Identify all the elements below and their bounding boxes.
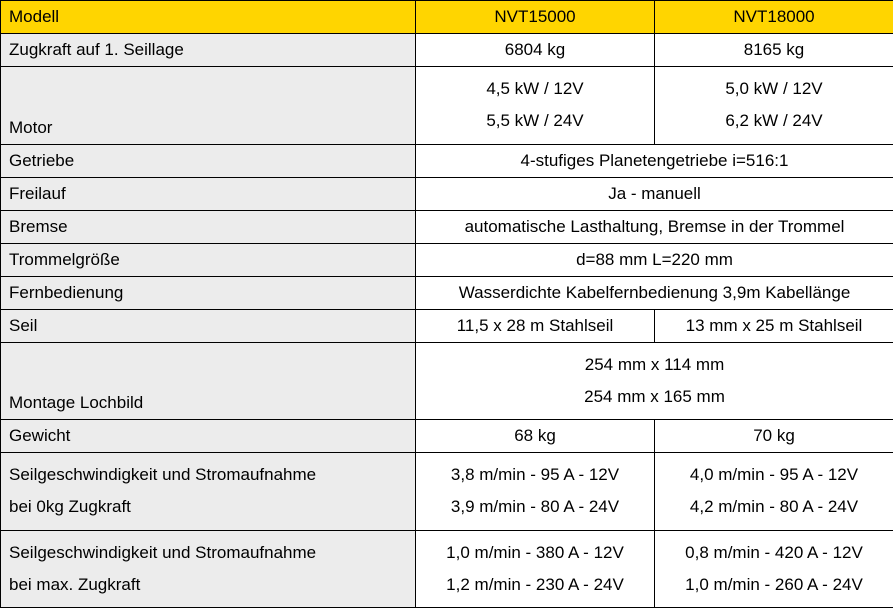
- row-label-getriebe: Getriebe: [1, 144, 416, 177]
- cell-value: 8165 kg: [655, 34, 893, 67]
- cell-line: 3,9 m/min - 80 A - 24V: [451, 497, 619, 516]
- cell-value-merged: d=88 mm L=220 mm: [416, 243, 893, 276]
- row-label-trommel: Trommelgröße: [1, 243, 416, 276]
- table-row: Seilgeschwindigkeit und Stromaufnahme be…: [1, 453, 893, 531]
- table-row: Seilgeschwindigkeit und Stromaufnahme be…: [1, 530, 893, 608]
- cell-line: 254 mm x 114 mm: [585, 355, 725, 374]
- cell-line: 1,0 m/min - 380 A - 12V: [446, 543, 624, 562]
- spec-table: Modell NVT15000 NVT18000 Zugkraft auf 1.…: [0, 0, 893, 608]
- cell-value: 6804 kg: [416, 34, 655, 67]
- row-label-speed-max: Seilgeschwindigkeit und Stromaufnahme be…: [1, 530, 416, 608]
- cell-value: 0,8 m/min - 420 A - 12V 1,0 m/min - 260 …: [655, 530, 893, 608]
- row-label-bremse: Bremse: [1, 210, 416, 243]
- cell-line: 4,2 m/min - 80 A - 24V: [690, 497, 858, 516]
- cell-value: 68 kg: [416, 420, 655, 453]
- table-row: Fernbedienung Wasserdichte Kabelfernbedi…: [1, 276, 893, 309]
- row-label-zugkraft: Zugkraft auf 1. Seillage: [1, 34, 416, 67]
- row-label-gewicht: Gewicht: [1, 420, 416, 453]
- cell-value: 13 mm x 25 m Stahlseil: [655, 309, 893, 342]
- cell-value: 3,8 m/min - 95 A - 12V 3,9 m/min - 80 A …: [416, 453, 655, 531]
- cell-line: 0,8 m/min - 420 A - 12V: [685, 543, 863, 562]
- cell-line: 254 mm x 165 mm: [584, 387, 725, 406]
- row-label-freilauf: Freilauf: [1, 177, 416, 210]
- cell-value-merged: Wasserdichte Kabelfernbedienung 3,9m Kab…: [416, 276, 893, 309]
- row-label-montage: Montage Lochbild: [1, 342, 416, 420]
- label-line: Seilgeschwindigkeit und Stromaufnahme: [9, 543, 316, 562]
- header-label: Modell: [1, 1, 416, 34]
- table-row: Trommelgröße d=88 mm L=220 mm: [1, 243, 893, 276]
- cell-line: 6,2 kW / 24V: [725, 111, 822, 130]
- table-row: Gewicht 68 kg 70 kg: [1, 420, 893, 453]
- table-row: Getriebe 4-stufiges Planetengetriebe i=5…: [1, 144, 893, 177]
- cell-line: 4,0 m/min - 95 A - 12V: [690, 465, 858, 484]
- table-row: Seil 11,5 x 28 m Stahlseil 13 mm x 25 m …: [1, 309, 893, 342]
- cell-value: 11,5 x 28 m Stahlseil: [416, 309, 655, 342]
- row-label-speed-0kg: Seilgeschwindigkeit und Stromaufnahme be…: [1, 453, 416, 531]
- table-row: Motor 4,5 kW / 12V 5,5 kW / 24V 5,0 kW /…: [1, 67, 893, 145]
- label-line: bei max. Zugkraft: [9, 575, 140, 594]
- cell-value: 1,0 m/min - 380 A - 12V 1,2 m/min - 230 …: [416, 530, 655, 608]
- cell-line: 5,0 kW / 12V: [725, 79, 822, 98]
- cell-line: 4,5 kW / 12V: [486, 79, 583, 98]
- cell-line: 3,8 m/min - 95 A - 12V: [451, 465, 619, 484]
- cell-value-merged: automatische Lasthaltung, Bremse in der …: [416, 210, 893, 243]
- table-row: Zugkraft auf 1. Seillage 6804 kg 8165 kg: [1, 34, 893, 67]
- cell-value: 4,0 m/min - 95 A - 12V 4,2 m/min - 80 A …: [655, 453, 893, 531]
- header-col1: NVT15000: [416, 1, 655, 34]
- label-line: bei 0kg Zugkraft: [9, 497, 131, 516]
- table-row: Freilauf Ja - manuell: [1, 177, 893, 210]
- cell-line: 1,2 m/min - 230 A - 24V: [446, 575, 624, 594]
- cell-value-merged: Ja - manuell: [416, 177, 893, 210]
- table-row: Bremse automatische Lasthaltung, Bremse …: [1, 210, 893, 243]
- label-line: Seilgeschwindigkeit und Stromaufnahme: [9, 465, 316, 484]
- table-row: Montage Lochbild 254 mm x 114 mm 254 mm …: [1, 342, 893, 420]
- row-label-motor: Motor: [1, 67, 416, 145]
- cell-value: 5,0 kW / 12V 6,2 kW / 24V: [655, 67, 893, 145]
- table-header-row: Modell NVT15000 NVT18000: [1, 1, 893, 34]
- cell-line: 5,5 kW / 24V: [486, 111, 583, 130]
- row-label-fernbedienung: Fernbedienung: [1, 276, 416, 309]
- row-label-seil: Seil: [1, 309, 416, 342]
- cell-value: 70 kg: [655, 420, 893, 453]
- header-col2: NVT18000: [655, 1, 893, 34]
- cell-value: 4,5 kW / 12V 5,5 kW / 24V: [416, 67, 655, 145]
- cell-value-merged: 4-stufiges Planetengetriebe i=516:1: [416, 144, 893, 177]
- cell-line: 1,0 m/min - 260 A - 24V: [685, 575, 863, 594]
- cell-value-merged: 254 mm x 114 mm 254 mm x 165 mm: [416, 342, 893, 420]
